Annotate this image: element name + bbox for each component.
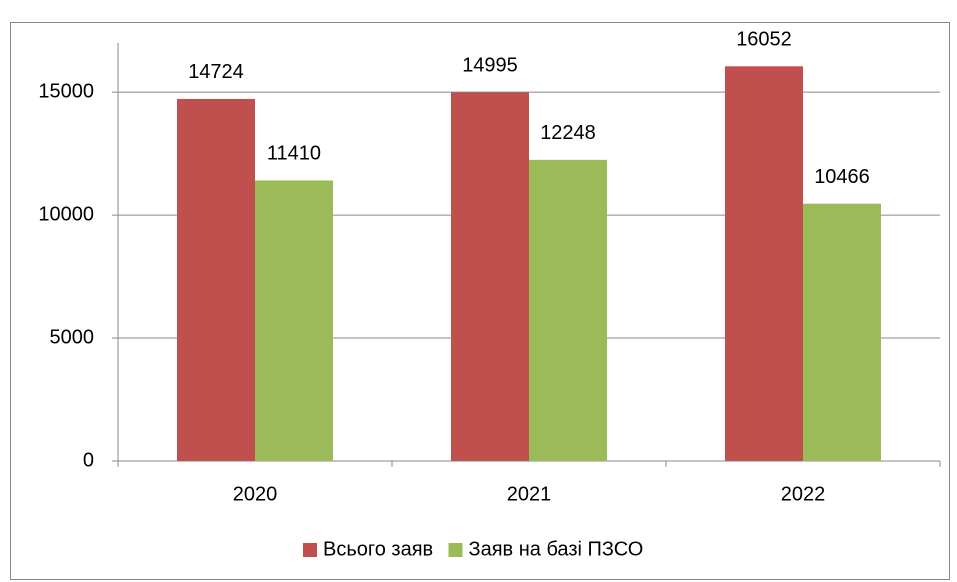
bar: [255, 180, 333, 461]
x-tick-label: 2020: [233, 483, 278, 505]
bar: [529, 159, 607, 461]
y-tick-label: 0: [83, 449, 94, 471]
value-label: 14724: [188, 61, 244, 83]
y-tick-label: 15000: [38, 80, 94, 102]
bar: [803, 203, 881, 461]
bar: [725, 66, 803, 462]
y-tick-label: 5000: [50, 326, 95, 348]
y-tick-label: 10000: [38, 203, 94, 225]
bar: [451, 92, 529, 461]
value-label: 10466: [814, 166, 870, 188]
x-tick-label: 2021: [507, 483, 552, 505]
legend-swatch: [303, 543, 317, 557]
value-label: 12248: [540, 122, 596, 144]
x-tick-label: 2022: [781, 483, 826, 505]
legend-swatch: [448, 543, 463, 557]
legend-label: Заяв на базі ПЗСО: [469, 538, 644, 560]
value-label: 14995: [462, 55, 518, 77]
legend-label: Всього заяв: [323, 538, 433, 560]
value-label: 16052: [736, 29, 792, 51]
bar: [177, 98, 255, 461]
value-label: 11410: [267, 143, 321, 165]
